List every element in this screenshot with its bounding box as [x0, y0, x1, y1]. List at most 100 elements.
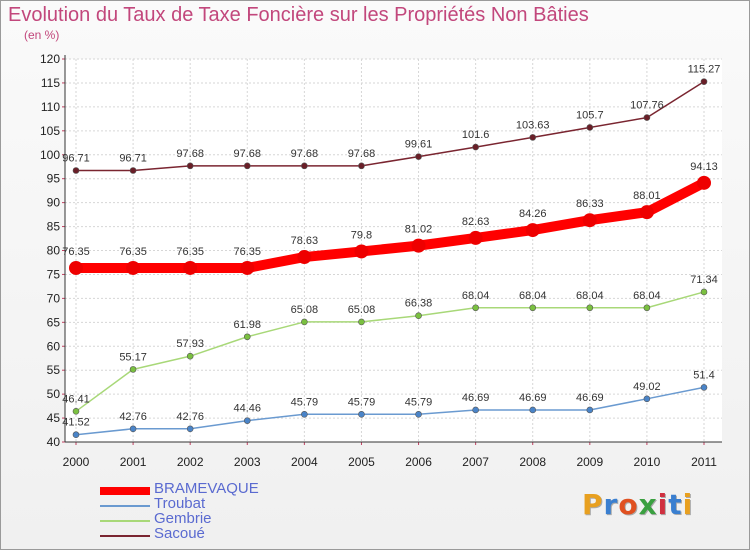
y-tick-label: 110 [41, 100, 60, 114]
data-point [72, 408, 80, 415]
x-tick-label: 2011 [691, 455, 717, 469]
data-point [415, 153, 422, 160]
data-label: 61.98 [234, 319, 262, 331]
data-point [129, 366, 137, 373]
data-point [529, 406, 537, 414]
logo-letter: P [582, 488, 604, 521]
y-tick-label: 105 [40, 124, 60, 138]
x-tick-label: 2008 [519, 455, 546, 469]
data-label: 57.93 [176, 338, 204, 350]
data-label: 86.33 [576, 198, 604, 210]
data-label: 76.35 [234, 246, 262, 258]
data-label: 44.46 [234, 403, 262, 415]
data-point [586, 406, 594, 414]
data-point [472, 304, 479, 312]
legend-swatch [100, 505, 150, 507]
data-label: 71.34 [690, 274, 718, 286]
series-line-bramevaque [71, 177, 709, 273]
data-point [643, 304, 651, 312]
data-label: 97.68 [348, 148, 376, 160]
data-label: 79.8 [351, 229, 372, 241]
data-point [586, 124, 594, 131]
data-label: 51.4 [693, 369, 714, 381]
data-point [129, 167, 137, 174]
data-label: 68.04 [633, 290, 661, 302]
data-point [525, 223, 540, 238]
data-point [72, 431, 80, 439]
y-tick-label: 60 [47, 339, 61, 353]
data-label: 97.68 [176, 148, 204, 160]
data-label: 41.52 [62, 417, 90, 429]
data-label: 115.27 [688, 64, 721, 76]
data-label: 65.08 [348, 304, 376, 316]
x-tick-label: 2004 [291, 455, 318, 469]
data-label: 55.17 [119, 351, 147, 363]
data-label: 97.68 [291, 148, 319, 160]
data-label: 65.08 [291, 304, 319, 316]
data-point [700, 78, 708, 85]
data-label: 96.71 [62, 153, 90, 165]
chart-subtitle: (en %) [24, 28, 60, 42]
legend-swatch [100, 520, 150, 522]
data-label: 94.13 [690, 161, 718, 173]
data-label: 46.69 [462, 392, 490, 404]
data-point [529, 134, 537, 141]
y-tick-label: 70 [47, 291, 61, 305]
data-point [186, 352, 194, 360]
legend-swatch [100, 535, 150, 537]
series-line-sacoué [75, 80, 705, 172]
data-point [72, 167, 80, 174]
x-tick-label: 2010 [634, 455, 661, 469]
logo-letter: x [638, 488, 658, 521]
data-point [643, 114, 651, 121]
data-label: 88.01 [633, 190, 661, 202]
y-tick-label: 95 [47, 172, 61, 186]
data-label: 76.35 [119, 246, 147, 258]
data-label: 45.79 [405, 396, 433, 408]
data-point [186, 425, 194, 433]
data-point [297, 250, 312, 265]
legend-label: Gembrie [154, 510, 212, 527]
data-point [243, 162, 251, 170]
y-tick-label: 65 [47, 315, 61, 329]
data-point [301, 162, 308, 170]
x-tick-label: 2005 [348, 455, 375, 469]
data-label: 76.35 [176, 246, 204, 258]
legend-label: Sacoué [154, 525, 205, 542]
data-label: 82.63 [462, 216, 490, 228]
y-tick-label: 50 [47, 387, 61, 401]
data-label: 101.6 [462, 129, 490, 141]
data-point [411, 238, 426, 253]
chart-title: Evolution du Taux de Taxe Foncière sur l… [8, 4, 589, 26]
x-tick-label: 2009 [576, 455, 603, 469]
data-label: 42.76 [176, 411, 204, 423]
data-label: 66.38 [405, 298, 433, 310]
y-tick-label: 80 [47, 244, 61, 258]
y-tick-label: 90 [47, 196, 61, 210]
data-point [358, 318, 365, 326]
data-label: 78.63 [291, 235, 319, 247]
data-point [639, 205, 654, 220]
legend-label: Troubat [154, 495, 206, 512]
series-line-gembrie [75, 291, 705, 413]
y-tick-label: 100 [40, 148, 60, 162]
data-point [582, 213, 597, 228]
logo-letter: i [682, 488, 694, 521]
y-tick-label: 45 [47, 411, 61, 425]
y-tick-label: 115 [41, 76, 60, 90]
data-point [354, 244, 369, 259]
data-label: 46.69 [576, 392, 604, 404]
data-point [126, 260, 141, 275]
data-point [415, 312, 422, 320]
data-point [700, 384, 708, 391]
logo-letter: t [668, 488, 683, 521]
data-point [529, 304, 537, 312]
data-point [186, 162, 194, 170]
legend-swatch [100, 487, 150, 495]
data-point [243, 417, 251, 424]
data-label: 103.63 [516, 119, 550, 131]
data-label: 84.26 [519, 208, 547, 220]
data-point [301, 410, 308, 418]
data-label: 45.79 [348, 396, 376, 408]
